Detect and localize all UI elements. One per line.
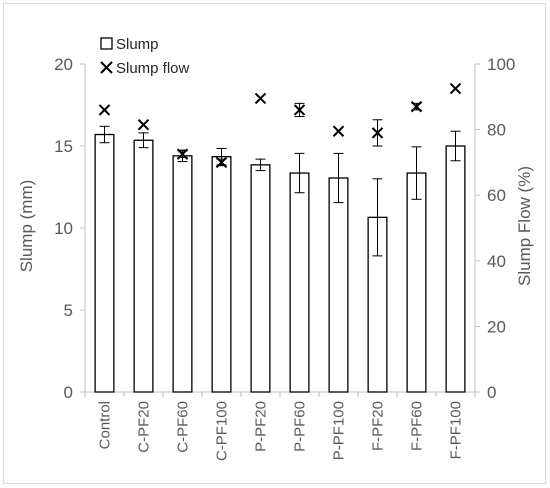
y-tick-label: 5 [64, 301, 73, 320]
slump-flow-marker [215, 156, 228, 169]
slump-flow-marker [449, 82, 462, 95]
x-category-label: F-PF20 [370, 401, 387, 451]
x-category-label: C-PF100 [214, 401, 231, 461]
slump-flow-marker-stroke [371, 127, 384, 139]
y-tick-label: 0 [64, 383, 73, 402]
legend-slump-label: Slump [116, 36, 159, 53]
slump-bar [94, 133, 115, 393]
slump-flow-marker-stroke [254, 92, 267, 105]
slump-bar [211, 156, 232, 393]
slump-bar [172, 155, 193, 393]
slump-flow-marker-stroke [176, 148, 189, 160]
slump-bar [406, 172, 427, 393]
slump-bar [328, 177, 349, 393]
slump-bar [133, 139, 154, 393]
y2-axis-title: Slump Flow (%) [515, 166, 534, 286]
slump-flow-marker-stroke [449, 82, 462, 95]
y2-tick-label: 100 [487, 55, 515, 74]
slump-bar [289, 172, 310, 393]
slump-flow-marker [371, 127, 384, 139]
bars [94, 125, 466, 393]
slump-flow-marker [254, 92, 267, 105]
x-category-label: F-PF100 [448, 401, 465, 459]
legend-slump-flow-marker [100, 61, 113, 74]
y2-tick-label: 20 [487, 317, 506, 336]
axes: 0 5 10 15 20 0 20 40 60 80 100 Control C-PF20 C-PF60 C… [54, 55, 515, 461]
slump-bar [250, 164, 271, 393]
slump-flow-marker [176, 148, 189, 160]
legend-slump-flow-label: Slump flow [116, 60, 190, 77]
x-category-label: P-PF60 [292, 401, 309, 452]
x-category-label: C-PF60 [175, 401, 192, 453]
legend-slump-swatch [100, 37, 113, 50]
slump-flow-marker [410, 100, 423, 113]
slump-flow-marker-stroke [293, 104, 306, 116]
slump-flow-marker [98, 104, 111, 116]
x-category-label: Control [97, 401, 114, 449]
slump-flow-marker-stroke [215, 156, 228, 169]
slump-flow-marker [137, 118, 150, 131]
slump-flow-marker [332, 125, 345, 137]
y2-tick-label: 40 [487, 252, 506, 271]
slump-flow-marker-stroke [137, 118, 150, 131]
x-category-label: C-PF20 [136, 401, 153, 453]
y2-tick-label: 0 [487, 383, 496, 402]
slump-flow-marker-stroke [98, 104, 111, 116]
y-axis-title: Slump (mm) [17, 180, 36, 273]
slump-flow-marker-stroke [332, 125, 345, 137]
y2-tick-label: 60 [487, 186, 506, 205]
y-tick-label: 20 [54, 55, 73, 74]
legend: Slump Slump flow [100, 36, 190, 77]
slump-bar [445, 145, 466, 393]
slump-flow-markers [98, 82, 462, 169]
x-category-label: P-PF100 [331, 401, 348, 460]
x-category-label: F-PF60 [409, 401, 426, 451]
x-category-label: P-PF20 [253, 401, 270, 452]
y-tick-label: 10 [54, 219, 73, 238]
slump-flow-marker [293, 104, 306, 116]
y2-tick-label: 80 [487, 121, 506, 140]
y-tick-label: 15 [54, 137, 73, 156]
slump-flow-marker-stroke [410, 100, 423, 113]
